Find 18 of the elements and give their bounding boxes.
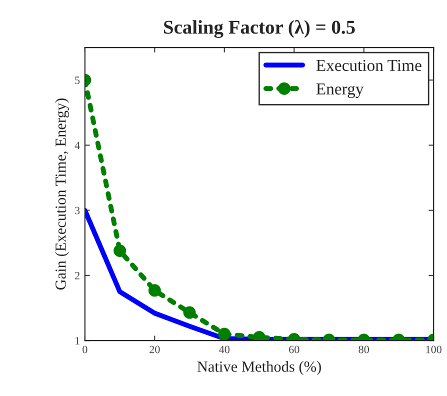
y-tick-label: 2 (75, 272, 80, 280)
x-tick-label: 80 (358, 346, 369, 354)
y-tick-label: 1 (75, 337, 80, 344)
point (114, 244, 126, 257)
x-tick-label: 100 (426, 346, 442, 354)
y-axis-title: Gain (Execution Time, Energy) (55, 98, 69, 290)
x-tick-label: 40 (219, 346, 230, 354)
x-tick-label: 0 (82, 346, 88, 354)
y-tick-label: 5 (75, 76, 80, 84)
x-tick-label: 20 (150, 346, 160, 354)
legend-label: Energy (316, 83, 364, 98)
point (253, 331, 266, 341)
legend-label: Execution Time (316, 60, 422, 72)
x-tick-label: 60 (289, 346, 300, 354)
x-axis-title: Native Methods (%) (197, 361, 321, 375)
y-tick-label: 4 (74, 142, 80, 150)
y-tick-label: 3 (75, 206, 80, 214)
chart-title: Scaling Factor (λ) = 0.5 (164, 20, 355, 38)
